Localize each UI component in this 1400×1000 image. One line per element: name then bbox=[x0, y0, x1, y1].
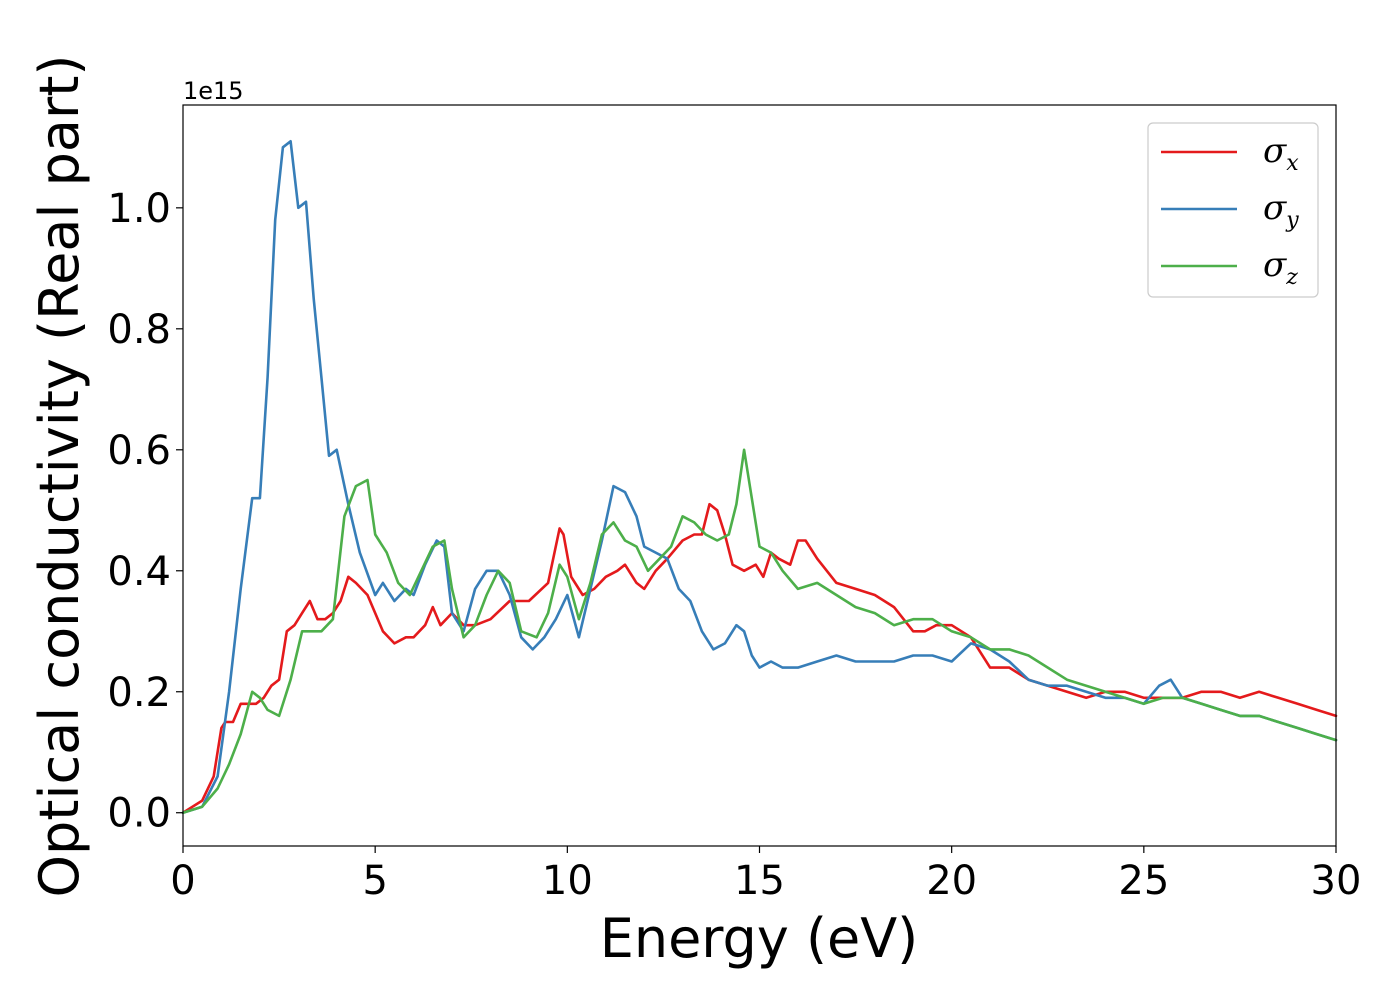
legend-label-x: σx bbox=[1263, 131, 1299, 176]
series-lines bbox=[181, 140, 1338, 815]
x-tick-label: 25 bbox=[1118, 858, 1169, 904]
y-tick-label: 0.8 bbox=[107, 307, 171, 353]
legend-label-y: σy bbox=[1263, 188, 1299, 233]
y-tick-label: 0.6 bbox=[107, 428, 171, 474]
legend: σx σy σz bbox=[1147, 122, 1319, 298]
y-tick-label: 0.4 bbox=[107, 549, 171, 595]
y-tick-label: 0.0 bbox=[107, 791, 171, 837]
x-tick-label: 10 bbox=[542, 858, 593, 904]
x-tick-label: 0 bbox=[170, 858, 195, 904]
x-tick-label: 30 bbox=[1311, 858, 1362, 904]
x-axis: 0 5 10 15 20 25 30 bbox=[170, 846, 1361, 904]
x-tick-label: 15 bbox=[734, 858, 785, 904]
y-axis: 0.0 0.2 0.4 0.6 0.8 1.0 bbox=[107, 186, 183, 837]
y-tick-label: 1.0 bbox=[107, 186, 171, 232]
y-tick-label: 0.2 bbox=[107, 670, 171, 716]
y-axis-title: Optical conductivity (Real part) bbox=[28, 55, 91, 898]
series-line-x bbox=[181, 502, 1338, 815]
series-line-y bbox=[181, 140, 1338, 815]
x-tick-label: 5 bbox=[362, 858, 387, 904]
y-axis-offset-label: 1e15 bbox=[183, 77, 244, 105]
x-axis-title: Energy (eV) bbox=[600, 907, 919, 970]
legend-label-z: σz bbox=[1263, 245, 1298, 290]
series-line-z bbox=[181, 448, 1338, 815]
x-tick-label: 20 bbox=[926, 858, 977, 904]
